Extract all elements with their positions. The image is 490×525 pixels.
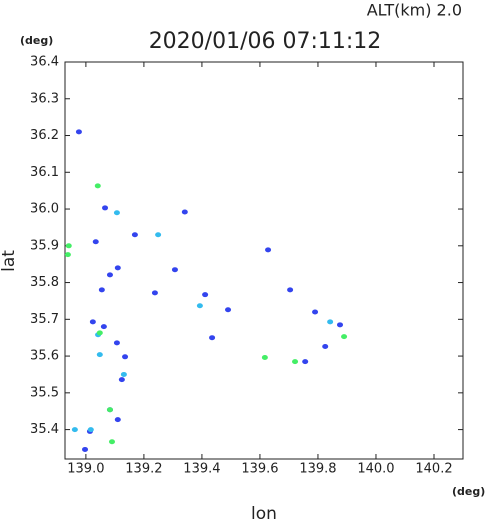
- echo-point: [113, 340, 120, 346]
- y-tick-label: 35.4: [30, 422, 59, 437]
- x-tick-label: 139.4: [183, 462, 220, 477]
- x-axis-label: lon: [251, 504, 277, 521]
- echo-point: [114, 417, 121, 423]
- y-tick-label: 36.4: [30, 55, 59, 70]
- chart-title: 2020/01/06 07:11:12: [149, 29, 382, 54]
- echo-point: [106, 272, 113, 278]
- echo-point: [94, 183, 101, 189]
- echo-point: [209, 335, 216, 341]
- echo-point: [64, 252, 71, 258]
- echo-point: [71, 427, 78, 433]
- y-tick-label: 36.3: [30, 91, 59, 106]
- echo-point: [92, 239, 99, 245]
- echo-point: [113, 210, 120, 216]
- y-tick-label: 35.7: [30, 312, 59, 327]
- altitude: ALT(km) 2.0: [367, 1, 462, 20]
- echo-point: [292, 359, 299, 365]
- echo-point: [151, 290, 158, 296]
- echo-point: [202, 292, 209, 298]
- x-tick-label: 140.0: [357, 462, 394, 477]
- echo-point: [118, 377, 125, 383]
- echo-point: [87, 427, 94, 433]
- echo-point: [225, 307, 232, 313]
- y-tick-label: 35.8: [30, 275, 59, 290]
- echo-point: [312, 309, 319, 315]
- x-tick-label: 139.0: [67, 462, 104, 477]
- echo-point: [96, 330, 103, 336]
- echo-point: [100, 324, 107, 330]
- y-tick-label: 36.0: [30, 202, 59, 217]
- echo-point: [131, 232, 138, 238]
- echo-point: [265, 247, 272, 253]
- y-unit: (deg): [20, 34, 53, 47]
- x-tick-label: 139.6: [241, 462, 278, 477]
- x-tick-label: 139.2: [125, 462, 162, 477]
- echo-point: [196, 303, 203, 309]
- echo-point: [114, 265, 121, 271]
- echo-point: [322, 344, 329, 350]
- y-tick-label: 36.2: [30, 128, 59, 143]
- echo-point: [287, 287, 294, 293]
- x-tick-label: 139.8: [299, 462, 336, 477]
- echo-point: [302, 359, 309, 365]
- plot-frame: [64, 61, 464, 460]
- echo-point: [102, 205, 109, 211]
- echo-point: [108, 439, 115, 445]
- echo-point: [261, 355, 268, 361]
- y-tick-label: 35.5: [30, 385, 59, 400]
- echo-point: [122, 354, 129, 360]
- echo-point: [65, 243, 72, 249]
- echo-point: [82, 446, 89, 452]
- echo-point: [171, 267, 178, 273]
- x-tick-label: 140.2: [415, 462, 452, 477]
- echo-point: [75, 129, 82, 135]
- echo-point: [327, 319, 334, 325]
- echo-point: [341, 334, 348, 340]
- echo-point: [89, 319, 96, 325]
- y-axis-label: lat: [0, 250, 19, 272]
- echo-point: [106, 407, 113, 413]
- echo-point: [155, 232, 162, 238]
- echo-point: [96, 352, 103, 358]
- y-tick-label: 35.6: [30, 349, 59, 364]
- y-tick-label: 36.1: [30, 165, 59, 180]
- echo-point: [337, 322, 344, 328]
- echo-point: [181, 209, 188, 215]
- echo-point: [98, 287, 105, 293]
- x-unit: (deg): [452, 485, 485, 498]
- echo-point: [120, 371, 127, 377]
- y-tick-label: 35.9: [30, 238, 59, 253]
